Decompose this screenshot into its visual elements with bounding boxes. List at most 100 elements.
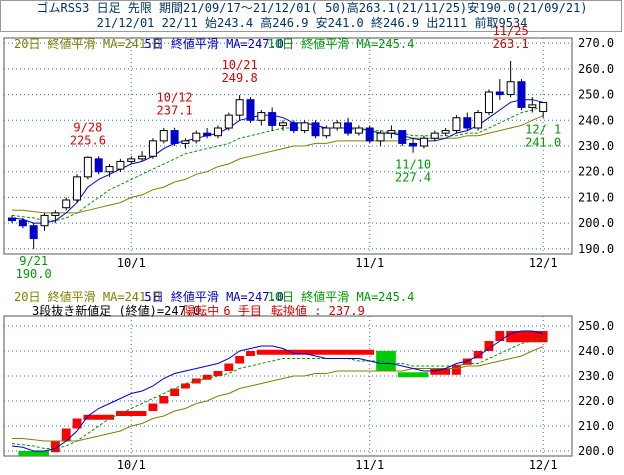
break-block-up [50,441,60,453]
annotation-value: 225.6 [70,133,106,147]
candle-body [257,112,266,121]
break-y-tick-label: 210.0 [578,419,614,433]
candle-body [344,122,353,134]
candle-body [127,158,136,162]
annotation-date: 12/ 1 [525,123,561,137]
candle-body [365,127,374,142]
candle-body [333,122,342,129]
candle-body [213,127,222,137]
candle-body [18,220,27,227]
break-y-tick-label: 230.0 [578,369,614,383]
candle-body [159,130,168,142]
candle-body [409,142,418,147]
price-y-tick-label: 220.0 [578,165,614,179]
break-legend-2: 5日 終値平滑 MA=247.0 [144,289,283,304]
annotation-value: 249.8 [222,71,258,85]
candle-body [463,117,472,129]
candle-body [148,140,157,157]
break-block-up [246,351,255,356]
break-block-up [170,388,180,396]
annotation-date: 10/21 [222,58,258,72]
break-x-tick-label: 11/1 [355,458,384,472]
candle-body [398,130,407,144]
candle-body [203,132,212,137]
break-y-tick-label: 250.0 [578,319,614,333]
candle-body [170,130,179,144]
break-legend-1: 20日 終値平滑 MA=241.8 [14,289,161,304]
candle-body [235,99,244,116]
break-y-tick-label: 200.0 [578,444,614,458]
price-ma10-line [11,105,544,222]
candle-body [94,158,103,173]
break-block-up [495,331,505,341]
break-block-down [397,372,429,378]
header-summary-line: ゴムRSS3 日足 先限 期間21/09/17〜21/12/01( 50)高26… [36,1,588,15]
break-block-up [148,403,158,411]
candle-body [289,122,298,132]
price-legend-3: 10日 終値平滑 MA=245.4 [268,36,415,51]
break-block-up [235,356,245,364]
candle-body [181,140,190,144]
break-ma5-line [11,330,544,452]
price-x-tick-label: 11/1 [355,256,384,270]
price-y-tick-label: 190.0 [578,242,614,256]
break-block-up [484,341,494,351]
break-block-up [115,411,147,416]
candle-body [387,130,396,134]
break-block-up [83,414,114,420]
annotation-value: 227.4 [395,171,431,185]
candle-body [116,160,125,170]
price-x-tick-label: 12/1 [529,256,558,270]
candle-body [73,176,82,201]
annotation-value: 237.1 [157,104,193,118]
price-y-tick-label: 250.0 [578,88,614,102]
break-block-up [256,349,375,355]
break-x-tick-label: 10/1 [117,458,146,472]
annotation-date: 9/28 [73,120,102,134]
candle-body [484,91,493,114]
break-block-up [202,374,212,380]
candle-body [83,156,92,178]
candle-body [29,225,38,240]
break-y-tick-label: 220.0 [578,394,614,408]
header-ohlc-line: 21/12/01 22/11 始243.4 高246.9 安241.0 終246… [96,16,528,30]
break-trend-status: 陽転中 [183,303,219,318]
annotation-value: 263.1 [493,37,529,51]
price-ma20-line [12,115,544,214]
break-block-up [473,351,483,359]
break-block-up [181,383,190,389]
candle-body [279,122,287,126]
break-block-up [72,418,82,429]
candle-body [268,112,277,126]
break-info-label: 3段抜き新値足 (終値)=247.0 [32,303,200,318]
price-y-tick-label: 210.0 [578,190,614,204]
break-reversal-value: 転換値 : 237.9 [271,303,365,318]
candle-body [300,122,309,132]
break-block-up [452,364,461,375]
candle-body [40,214,49,227]
break-block-up [224,363,234,371]
break-ma10-line [11,337,544,449]
candle-body [105,166,114,173]
candle-body [539,102,548,113]
break-block-up [213,371,223,376]
annotation-date: 10/12 [157,91,193,105]
annotation-date: 9/21 [19,254,48,268]
chart-header: ゴムRSS3 日足 先限 期間21/09/17〜21/12/01( 50)高26… [0,0,622,32]
candle-body [62,199,71,209]
candle-body [452,117,461,132]
price-legend-1: 20日 終値平滑 MA=241.8 [14,36,161,51]
candle-body [376,132,385,142]
break-block-down [18,451,49,456]
break-x-tick-label: 12/1 [529,458,558,472]
candle-body [506,81,515,96]
break-legend-3: 10日 終値平滑 MA=245.4 [268,289,415,304]
break-ma20-line [12,346,544,442]
price-y-tick-label: 260.0 [578,62,614,76]
candle-body [517,81,526,108]
break-block-up [159,396,169,404]
break-block-up [462,358,472,365]
candle-body [474,112,483,129]
break-block-down [376,351,396,371]
